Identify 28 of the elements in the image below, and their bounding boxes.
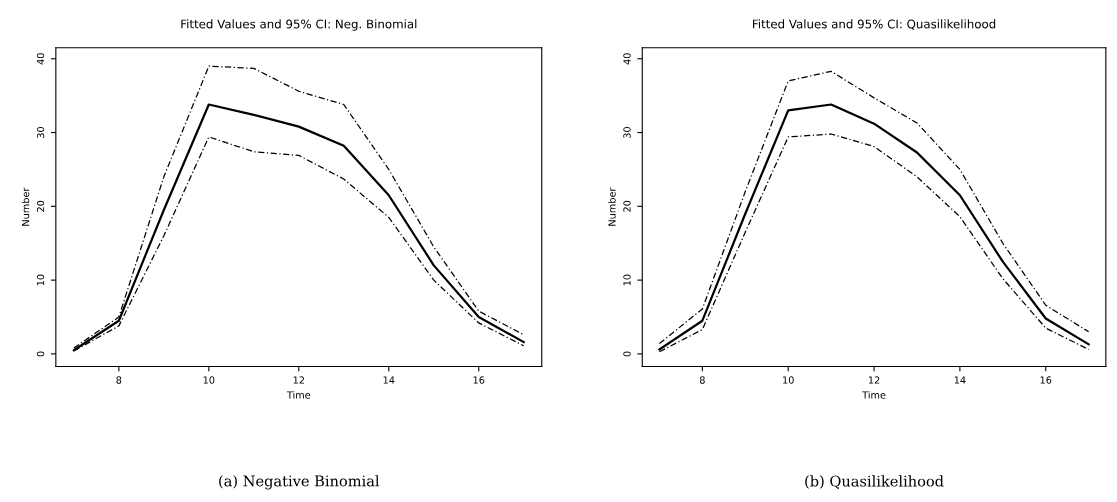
x-tick-label: 10 [783,376,794,384]
x-tick-label: 14 [383,376,395,384]
x-axis-title: Time [862,391,886,399]
y-tick-label: 0 [36,351,45,357]
x-tick-label: 12 [868,376,880,384]
x-tick-label: 12 [293,376,305,384]
chart-title: Fitted Values and 95% CI: Quasilikelihood [753,19,996,30]
x-axis-title: Time [286,391,311,399]
text: (b) Quasilikelihood [805,475,944,489]
y-tick-label: 0 [623,351,631,357]
y-tick-label: 10 [36,274,45,286]
y-tick-label: 20 [36,200,45,212]
y-tick-label: 10 [623,274,631,286]
y-tick-label: 30 [623,127,631,138]
x-tick-label: 8 [116,376,122,384]
text: (a) Negative Binomial [219,475,380,490]
y-tick-label: 40 [623,53,631,65]
x-tick-label: 16 [1040,376,1052,384]
y-tick-label: 40 [36,53,45,65]
x-tick-label: 16 [473,376,485,384]
y-tick-label: 20 [623,200,631,212]
x-tick-label: 10 [203,376,215,384]
chart-title: Fitted Values and 95% CI: Neg. Binomial [181,19,417,31]
x-tick-label: 8 [699,376,705,384]
x-tick-label: 14 [954,376,966,384]
y-axis-title: Number [21,187,30,226]
y-tick-label: 30 [36,127,45,138]
y-axis-title: Number [608,187,616,226]
